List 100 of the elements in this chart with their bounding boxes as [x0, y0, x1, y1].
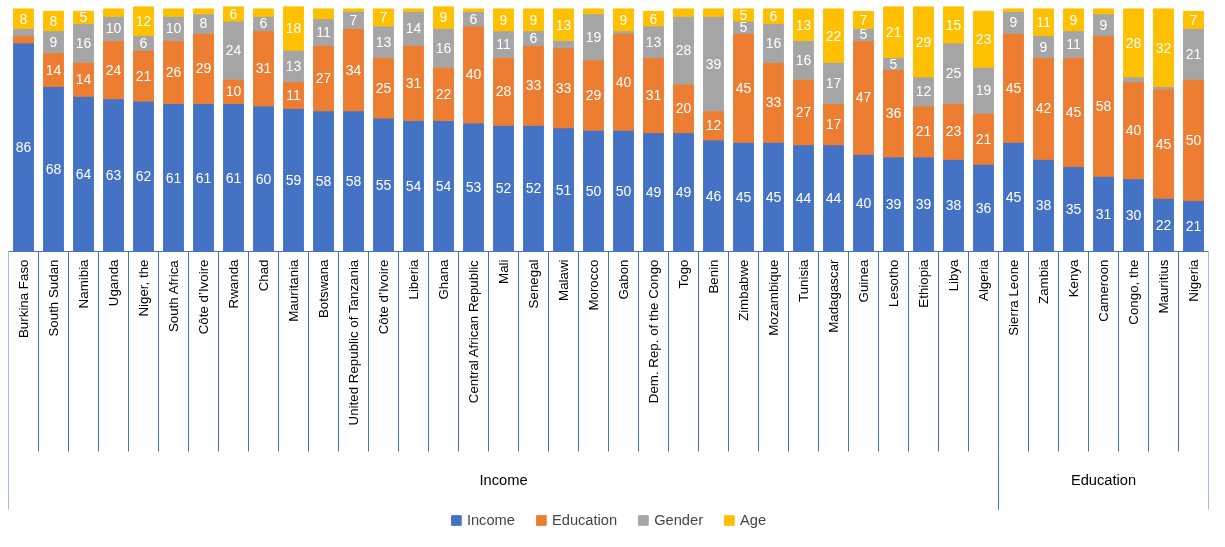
- data-label: 8: [199, 15, 208, 32]
- data-label: 28: [1125, 34, 1142, 51]
- x-tick-label: Rwanda: [226, 258, 241, 309]
- data-label: 20: [675, 100, 692, 117]
- data-label: 49: [675, 184, 692, 201]
- data-label: 62: [135, 168, 152, 185]
- data-label: 21: [135, 67, 152, 84]
- data-label: 51: [555, 181, 572, 198]
- x-tick-label: Madagascar: [826, 258, 841, 333]
- data-label: 86: [15, 139, 32, 156]
- data-label: 44: [795, 190, 812, 207]
- data-label: 61: [225, 169, 242, 186]
- x-tick-label: Malawi: [556, 259, 571, 301]
- data-label: 53: [465, 179, 482, 196]
- data-label: 25: [945, 65, 962, 82]
- data-label: 11: [496, 36, 511, 53]
- x-tick-label: Côte d’Ivoire: [376, 259, 391, 335]
- data-label: 5: [79, 9, 88, 26]
- data-label: 34: [345, 61, 362, 78]
- data-label: 31: [255, 60, 272, 77]
- data-label: 7: [1189, 11, 1198, 28]
- data-label: 68: [45, 161, 62, 178]
- data-label: 46: [705, 187, 722, 204]
- x-tick-label: Lesotho: [886, 259, 901, 307]
- data-label: 16: [75, 34, 92, 51]
- x-tick-label: Libya: [946, 258, 961, 292]
- data-label: 50: [615, 182, 632, 199]
- data-label: 14: [75, 71, 92, 88]
- legend-label: Education: [551, 512, 618, 528]
- x-tick-label: United Republic of Tanzania: [346, 259, 361, 426]
- data-label: 28: [495, 83, 512, 100]
- x-tick-label: South Sudan: [46, 259, 61, 337]
- x-tick-label: Gabon: [616, 259, 631, 300]
- x-tick-label: Morocco: [586, 259, 601, 311]
- data-label: 21: [1185, 218, 1202, 235]
- data-label: 6: [229, 5, 238, 22]
- data-label: 28: [675, 42, 692, 59]
- x-tick-label: Mali: [496, 259, 511, 284]
- data-label: 29: [195, 60, 212, 77]
- data-label: 7: [349, 11, 358, 28]
- data-label: 23: [975, 31, 992, 48]
- data-label: 40: [465, 66, 482, 83]
- x-tick-label: Côte d’Ivoire: [196, 259, 211, 335]
- x-tick-label: Niger, the: [136, 259, 151, 317]
- data-label: 45: [735, 188, 752, 205]
- data-label: 13: [555, 16, 572, 33]
- data-label: 30: [1125, 207, 1142, 224]
- data-label: 9: [1099, 16, 1108, 33]
- data-label: 11: [1066, 36, 1081, 53]
- data-label: 33: [765, 94, 782, 111]
- data-label: 32: [1155, 39, 1172, 56]
- data-label: 7: [379, 9, 388, 26]
- data-label: 21: [975, 130, 992, 147]
- text: Education: [1070, 471, 1137, 488]
- data-label: 55: [375, 176, 392, 193]
- data-label: 25: [375, 79, 392, 96]
- data-label: 36: [885, 105, 902, 122]
- data-label: 27: [315, 70, 332, 87]
- data-label: 50: [1185, 131, 1202, 148]
- data-label: 45: [1005, 79, 1022, 96]
- data-label: 19: [585, 28, 602, 45]
- data-label: 8: [49, 13, 58, 30]
- data-label: 10: [105, 20, 122, 37]
- data-label: 6: [769, 8, 778, 25]
- data-label: 58: [315, 173, 332, 190]
- data-label: 9: [1039, 38, 1048, 55]
- data-label: 29: [915, 33, 932, 50]
- data-label: 9: [619, 11, 628, 28]
- data-label: 40: [615, 73, 632, 90]
- data-label: 31: [405, 74, 422, 91]
- data-label: 33: [525, 77, 542, 94]
- data-label: 16: [435, 39, 452, 56]
- x-tick-label: Kenya: [1066, 258, 1081, 298]
- data-label: 24: [225, 42, 242, 59]
- data-label: 11: [1036, 14, 1051, 31]
- x-tick-label: Senegal: [526, 259, 541, 309]
- data-label: 58: [1095, 97, 1112, 114]
- data-label: 29: [585, 87, 602, 104]
- data-label: 27: [795, 104, 812, 121]
- data-label: 33: [555, 79, 572, 96]
- data-label: 52: [495, 180, 512, 197]
- data-label: 17: [825, 74, 842, 91]
- data-label: 59: [285, 171, 302, 188]
- data-label: 64: [75, 165, 92, 182]
- data-label: 6: [469, 10, 478, 27]
- data-label: 6: [649, 10, 658, 27]
- data-label: 8: [19, 10, 28, 27]
- x-tick-label: Ethiopia: [916, 258, 931, 308]
- data-label: 45: [735, 79, 752, 96]
- data-label: 63: [105, 167, 122, 184]
- data-label: 9: [529, 11, 538, 28]
- x-tick-label: Mauritania: [286, 258, 301, 322]
- x-tick-label: Liberia: [406, 258, 421, 300]
- x-tick-label: Sierra Leone: [1006, 259, 1021, 336]
- data-label: 49: [645, 184, 662, 201]
- data-label: 21: [915, 123, 932, 140]
- x-tick-label: Mozambique: [766, 259, 781, 336]
- x-tick-label: Guinea: [856, 258, 871, 303]
- data-label: 13: [795, 16, 812, 33]
- data-label: 16: [795, 51, 812, 68]
